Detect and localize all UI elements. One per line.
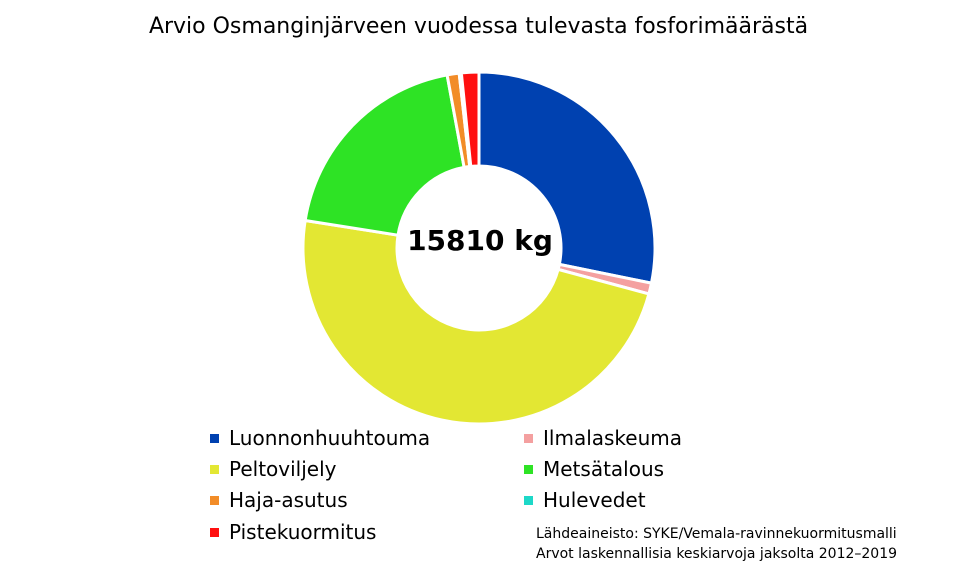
- legend-item-metsatalous: Metsätalous: [524, 455, 664, 483]
- legend-item-hulevedet: Hulevedet: [524, 486, 646, 514]
- legend-label: Peltoviljely: [229, 457, 337, 481]
- legend-item-luonnonhuuhtouma: Luonnonhuuhtouma: [210, 424, 430, 452]
- legend-label: Hulevedet: [543, 488, 646, 512]
- chart-title: Arvio Osmanginjärveen vuodessa tulevasta…: [148, 14, 809, 39]
- legend-swatch: [210, 527, 219, 537]
- legend-item-haja-asutus: Haja-asutus: [210, 486, 348, 514]
- legend-label: Luonnonhuuhtouma: [229, 426, 431, 450]
- legend-label: Metsätalous: [543, 457, 665, 481]
- source-line-1: Lähdeaineisto: SYKE/Vemala-ravinnekuormi…: [536, 526, 897, 542]
- legend-label: Haja-asutus: [229, 488, 348, 512]
- donut-slice-luonnonhuuhtouma: [477, 70, 657, 285]
- source-note: Lähdeaineisto: SYKE/Vemala-ravinnekuormi…: [536, 524, 897, 564]
- legend-swatch: [524, 464, 533, 474]
- legend-item-peltoviljely: Peltoviljely: [210, 455, 337, 483]
- legend-item-pistekuormitus: Pistekuormitus: [210, 518, 376, 546]
- legend-swatch: [210, 433, 219, 443]
- donut-slice-pistekuormitus: [459, 70, 481, 169]
- legend-swatch: [210, 464, 219, 474]
- source-line-2: Arvot laskennallisia keskiarvoja jaksolt…: [536, 546, 898, 562]
- legend-swatch: [210, 495, 219, 505]
- donut-slice-peltoviljely: [301, 218, 651, 426]
- donut-slice-mets-talous: [303, 73, 466, 237]
- legend-swatch: [524, 495, 533, 505]
- legend-label: Pistekuormitus: [229, 520, 377, 544]
- legend-label: Ilmalaskeuma: [543, 426, 683, 450]
- legend-item-ilmalaskeuma: Ilmalaskeuma: [524, 424, 682, 452]
- total-label: 15810 kg: [407, 224, 553, 257]
- legend-swatch: [524, 433, 533, 443]
